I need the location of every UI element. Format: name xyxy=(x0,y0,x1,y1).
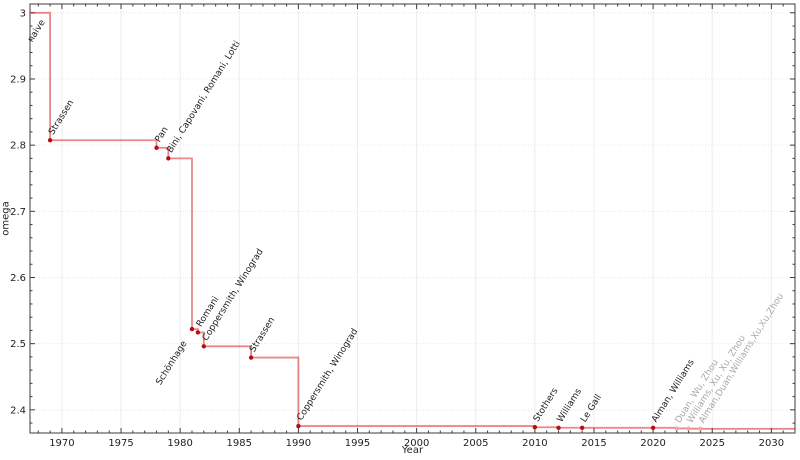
data-point-label: Coppersmith, Winograd xyxy=(201,247,266,343)
data-point xyxy=(650,425,656,430)
data-point-label: Strassen xyxy=(248,316,277,354)
plot-frame xyxy=(29,3,796,434)
y-tick-label: 2.6 xyxy=(10,273,26,284)
data-point xyxy=(248,355,254,360)
x-tick-label: 1970 xyxy=(49,438,74,449)
data-point-label: Coppersmith, Winograd xyxy=(295,327,360,423)
x-tick-label: 1990 xyxy=(286,438,311,449)
data-point xyxy=(201,344,207,349)
data-point xyxy=(47,138,53,143)
data-point-label: Williams, Xu, Xu, Zhou xyxy=(686,334,748,426)
omega-step-line xyxy=(30,11,795,430)
x-tick-label: 1980 xyxy=(167,438,192,449)
data-point xyxy=(532,425,538,430)
data-point xyxy=(556,425,561,430)
data-point xyxy=(579,425,585,430)
y-tick-label: 2.9 xyxy=(10,74,26,85)
x-tick-label: 2010 xyxy=(522,438,547,449)
y-tick-label: 2.7 xyxy=(10,207,26,218)
data-point xyxy=(686,426,691,431)
x-tick-label: 2005 xyxy=(463,438,488,449)
x-tick-label: 1995 xyxy=(345,438,370,449)
data-point xyxy=(154,145,159,150)
x-tick-label: 2020 xyxy=(640,438,665,449)
data-point-label: Bini, Capovani, Romani, Lotti xyxy=(165,40,242,155)
data-point-label: Le Gall xyxy=(579,393,604,424)
data-point xyxy=(166,156,171,161)
y-tick-label: 2.5 xyxy=(10,339,26,350)
x-tick-label: 1975 xyxy=(108,438,133,449)
x-tick-label: 2000 xyxy=(404,438,429,449)
y-axis-label: omega xyxy=(0,201,12,236)
data-point xyxy=(296,423,301,429)
y-tick-label: 3 xyxy=(20,8,26,19)
x-tick-label: 2025 xyxy=(700,438,725,449)
data-point-label: naive xyxy=(26,18,48,45)
data-point xyxy=(674,426,679,431)
x-axis-label: Year xyxy=(401,445,424,456)
data-point xyxy=(189,326,195,332)
x-tick-label: 2015 xyxy=(581,438,606,449)
data-point-label: Alman,Duan,Williams,Xu,Xu,Zhou xyxy=(697,292,786,426)
y-tick-label: 2.8 xyxy=(10,141,26,152)
x-tick-label: 1985 xyxy=(227,438,252,449)
y-tick-label: 2.4 xyxy=(10,405,26,416)
x-tick-label: 2030 xyxy=(759,438,784,449)
data-point-label: Schönhage xyxy=(155,339,190,387)
data-point xyxy=(195,330,201,335)
data-point-label: Pan xyxy=(154,125,171,144)
data-point xyxy=(698,426,703,432)
